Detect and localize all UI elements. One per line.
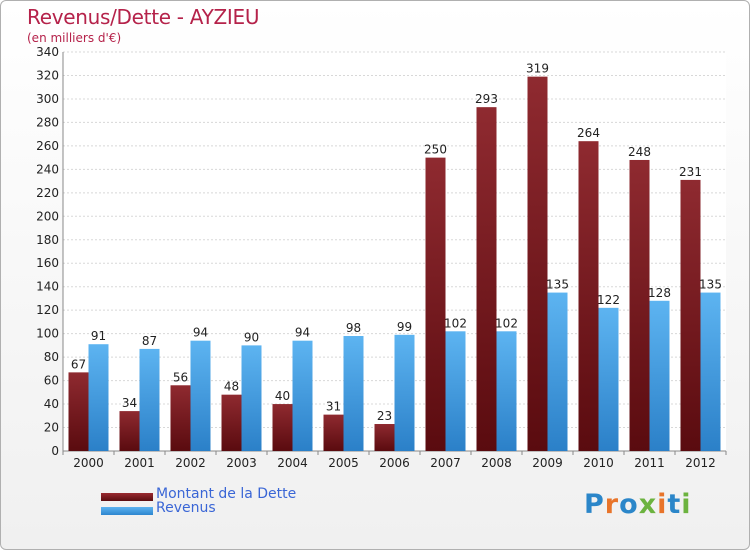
legend-swatch-dette	[101, 493, 153, 501]
x-tick-label: 2008	[481, 456, 512, 470]
bar	[68, 372, 89, 451]
proxiti-logo: Proxiti	[584, 489, 692, 520]
data-label: 40	[275, 389, 290, 403]
bar	[700, 292, 721, 451]
y-tick-label: 100	[36, 327, 59, 341]
data-label: 91	[91, 329, 106, 343]
y-tick-label: 200	[36, 209, 59, 223]
logo-letter: r	[604, 489, 620, 520]
bar	[272, 404, 293, 451]
bar	[680, 179, 701, 451]
data-label: 122	[597, 293, 620, 307]
data-label: 67	[71, 357, 86, 371]
y-tick-label: 240	[36, 162, 59, 176]
data-label: 34	[122, 396, 137, 410]
bar	[139, 348, 160, 451]
y-tick-label: 120	[36, 303, 59, 317]
x-tick-label: 2005	[328, 456, 359, 470]
data-label: 23	[377, 409, 392, 423]
data-label: 94	[295, 326, 310, 340]
data-label: 319	[526, 62, 549, 76]
legend-label-revenus: Revenus	[156, 500, 216, 516]
bar	[241, 345, 262, 451]
data-label: 264	[577, 126, 600, 140]
data-label: 135	[699, 278, 722, 292]
bar	[476, 107, 497, 451]
bar	[221, 394, 242, 451]
data-label: 90	[244, 330, 259, 344]
data-label: 102	[444, 316, 467, 330]
bar	[547, 292, 568, 451]
logo-letter: t	[667, 489, 682, 520]
data-label: 250	[424, 143, 447, 157]
x-tick-label: 2000	[73, 456, 104, 470]
bar	[527, 76, 548, 452]
y-tick-label: 260	[36, 139, 59, 153]
bar	[323, 414, 344, 451]
y-tick-label: 300	[36, 92, 59, 106]
bar	[578, 141, 599, 451]
y-tick-label: 140	[36, 280, 59, 294]
data-label: 48	[224, 380, 239, 394]
y-tick-label: 60	[44, 374, 59, 388]
x-tick-label: 2012	[685, 456, 716, 470]
x-tick-label: 2006	[379, 456, 410, 470]
y-tick-label: 160	[36, 256, 59, 270]
x-tick-label: 2004	[277, 456, 308, 470]
bar	[374, 424, 395, 451]
logo-letter: o	[619, 489, 639, 520]
y-tick-label: 320	[36, 68, 59, 82]
data-label: 128	[648, 286, 671, 300]
data-label: 56	[173, 370, 188, 384]
data-label: 293	[475, 92, 498, 106]
y-tick-label: 0	[51, 444, 59, 458]
x-tick-label: 2007	[430, 456, 461, 470]
y-tick-label: 280	[36, 115, 59, 129]
bar	[394, 334, 415, 451]
logo-letter: i	[657, 489, 668, 520]
x-tick-label: 2003	[226, 456, 257, 470]
bar	[190, 340, 211, 451]
y-tick-label: 180	[36, 233, 59, 247]
data-label: 135	[546, 278, 569, 292]
data-label: 248	[628, 145, 651, 159]
data-label: 94	[193, 326, 208, 340]
bar	[496, 331, 517, 451]
chart-subtitle: (en milliers d'€)	[27, 31, 122, 45]
chart-title: Revenus/Dette - AYZIEU	[27, 5, 260, 29]
y-tick-label: 20	[44, 421, 59, 435]
x-tick-label: 2002	[175, 456, 206, 470]
bar	[629, 159, 650, 451]
x-tick-label: 2010	[583, 456, 614, 470]
bar	[170, 385, 191, 451]
data-label: 102	[495, 316, 518, 330]
x-tick-label: 2011	[634, 456, 665, 470]
y-tick-label: 340	[36, 45, 59, 59]
legend-label-dette: Montant de la Dette	[156, 486, 297, 502]
data-label: 98	[346, 321, 361, 335]
bar	[88, 344, 109, 451]
y-tick-label: 80	[44, 350, 59, 364]
legend-swatch-revenus	[101, 507, 153, 515]
y-tick-label: 40	[44, 397, 59, 411]
bar	[598, 307, 619, 451]
data-label: 31	[326, 400, 341, 414]
bar	[343, 335, 364, 451]
data-label: 87	[142, 334, 157, 348]
bar	[445, 331, 466, 451]
y-tick-label: 220	[36, 186, 59, 200]
bar	[119, 411, 140, 451]
bar	[649, 300, 670, 451]
data-label: 231	[679, 165, 702, 179]
x-tick-label: 2009	[532, 456, 563, 470]
logo-letter: x	[638, 489, 658, 520]
bar	[292, 340, 313, 451]
x-tick-label: 2001	[124, 456, 155, 470]
bar	[425, 157, 446, 451]
logo-letter: i	[681, 489, 692, 520]
logo-letter: P	[584, 489, 605, 520]
data-label: 99	[397, 320, 412, 334]
